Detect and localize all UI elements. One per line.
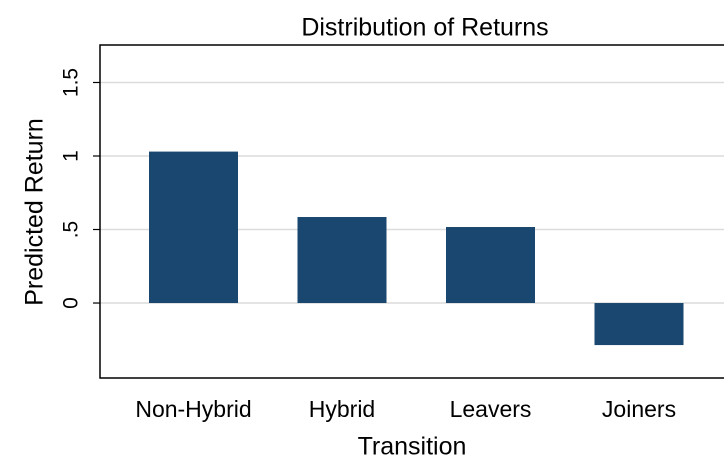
chart-title: Distribution of Returns <box>301 14 548 42</box>
y-tick-label: 1 <box>60 150 83 162</box>
x-tick-label: Joiners <box>602 396 676 422</box>
x-tick-label: Leavers <box>450 396 532 422</box>
y-axis-title: Predicted Return <box>21 118 49 306</box>
y-tick-label: 1.5 <box>60 68 83 97</box>
y-tick-label: .5 <box>60 221 83 239</box>
x-tick-label: Non-Hybrid <box>135 396 251 422</box>
bar <box>149 151 238 304</box>
plot-area: 0 .5 1 1.5 Non-Hybrid Hybrid Leavers Joiners <box>60 68 724 422</box>
plot-frame <box>99 44 724 379</box>
bar <box>297 217 387 304</box>
x-tick-label: Hybrid <box>309 396 375 422</box>
y-tick-label: 0 <box>60 297 83 309</box>
x-axis-title: Transition <box>358 433 467 461</box>
bar <box>446 227 535 304</box>
bar <box>594 303 684 346</box>
